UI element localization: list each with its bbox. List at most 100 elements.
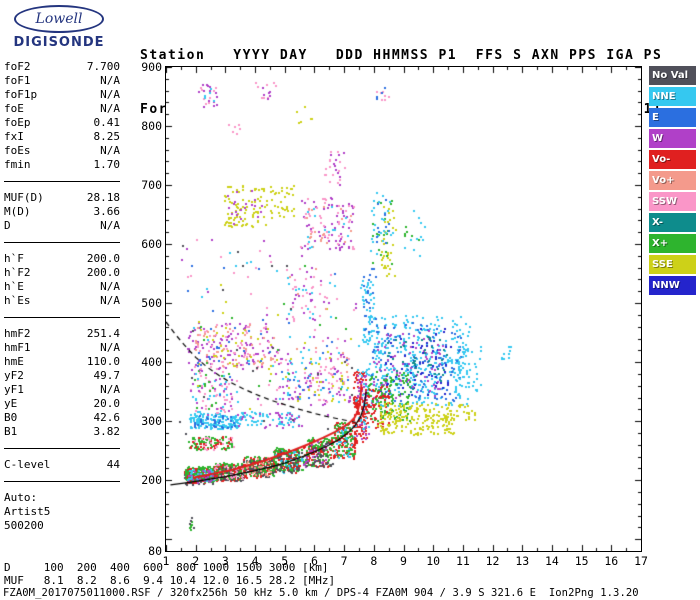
legend-item-SSW: SSW xyxy=(649,192,696,211)
param-row: B1 3.82 xyxy=(4,425,120,439)
param-value: 3.82 xyxy=(93,425,121,438)
x-tick-label: 17 xyxy=(634,554,648,568)
x-tick-label: 6 xyxy=(310,554,318,568)
param-value: N/A xyxy=(100,102,120,115)
param-value: N/A xyxy=(100,294,120,307)
ionogram-plot-area xyxy=(165,66,642,552)
legend-item-SSE: SSE xyxy=(649,255,696,274)
param-row: Artist5 xyxy=(4,505,120,519)
param-value: N/A xyxy=(100,219,120,232)
x-tick-label: 8 xyxy=(370,554,378,568)
x-tick-label: 11 xyxy=(455,554,470,568)
param-label: foEp xyxy=(4,116,31,129)
param-label: Artist5 xyxy=(4,505,51,518)
param-row: yF1 N/A xyxy=(4,383,120,397)
param-value: 0.41 xyxy=(93,116,121,129)
param-row: fmin 1.70 xyxy=(4,158,120,172)
param-label: fxI xyxy=(4,130,24,143)
legend-item-X+: X+ xyxy=(649,234,696,253)
param-row: MUF(D) 28.18 xyxy=(4,191,120,205)
param-value: 200.0 xyxy=(86,252,120,265)
param-value: 200.0 xyxy=(86,266,120,279)
param-value: 7.700 xyxy=(86,60,120,73)
param-row: h`F 200.0 xyxy=(4,252,120,266)
param-row: foE N/A xyxy=(4,102,120,116)
param-row: hmF1 N/A xyxy=(4,341,120,355)
param-row: h`E N/A xyxy=(4,280,120,294)
x-tick-label: 10 xyxy=(426,554,441,568)
param-row: foF2 7.700 xyxy=(4,60,120,74)
x-tick-label: 2 xyxy=(192,554,200,568)
x-tick-label: 4 xyxy=(251,554,259,568)
x-tick-label: 7 xyxy=(340,554,348,568)
param-row: 500200 xyxy=(4,519,120,533)
param-value: 49.7 xyxy=(93,369,121,382)
param-label: B0 xyxy=(4,411,18,424)
param-group-divider xyxy=(4,181,120,182)
param-value: 28.18 xyxy=(86,191,120,204)
param-label: MUF(D) xyxy=(4,191,44,204)
x-tick-label: 16 xyxy=(604,554,619,568)
param-label: foF1p xyxy=(4,88,38,101)
y-tick-label: 400 xyxy=(141,355,162,370)
param-label: yF2 xyxy=(4,369,24,382)
param-value: 1.70 xyxy=(93,158,121,171)
param-label: foF1 xyxy=(4,74,31,87)
param-row: yF2 49.7 xyxy=(4,369,120,383)
param-row: yE 20.0 xyxy=(4,397,120,411)
param-value: N/A xyxy=(100,144,120,157)
param-group-divider xyxy=(4,242,120,243)
y-tick-label: 700 xyxy=(141,178,162,193)
y-tick-label: 600 xyxy=(141,237,162,252)
param-value: 42.6 xyxy=(93,411,121,424)
param-value: 8.25 xyxy=(93,130,121,143)
param-label: h`E xyxy=(4,280,24,293)
param-label: foF2 xyxy=(4,60,31,73)
param-row: h`F2 200.0 xyxy=(4,266,120,280)
y-tick-label: 80 xyxy=(148,544,162,558)
param-label: foE xyxy=(4,102,24,115)
scaled-parameters-panel: foF2 7.700 foF1 N/A foF1p N/A foE N/A foEp 0.41 fx… xyxy=(4,60,120,533)
param-label: hmF2 xyxy=(4,327,31,340)
param-value: N/A xyxy=(100,74,120,87)
x-tick-label: 5 xyxy=(281,554,289,568)
x-tick-label: 13 xyxy=(515,554,530,568)
param-label: foEs xyxy=(4,144,31,157)
param-value: 44 xyxy=(106,458,120,471)
x-tick-label: 12 xyxy=(485,554,500,568)
y-tick-label: 800 xyxy=(141,119,162,134)
y-tick-label: 300 xyxy=(141,414,162,429)
legend-item-Vo-: Vo- xyxy=(649,150,696,169)
param-value: 3.66 xyxy=(93,205,121,218)
param-label: M(D) xyxy=(4,205,31,218)
param-row: h`Es N/A xyxy=(4,294,120,308)
d-muf-table: D 100 200 400 600 800 1000 1500 3000 [km… xyxy=(4,561,336,587)
y-tick-label: 500 xyxy=(141,296,162,311)
legend-item-NNW: NNW xyxy=(649,276,696,295)
param-row: foEs N/A xyxy=(4,144,120,158)
param-value: 20.0 xyxy=(93,397,121,410)
lowell-digisonde-logo: Lowell DIGISONDE xyxy=(6,5,112,50)
param-label: hmF1 xyxy=(4,341,31,354)
param-row: D N/A xyxy=(4,219,120,233)
param-row: hmF2 251.4 xyxy=(4,327,120,341)
legend-item-Vo+: Vo+ xyxy=(649,171,696,190)
x-tick-label: 1 xyxy=(162,554,170,568)
param-value: N/A xyxy=(100,88,120,101)
param-label: yF1 xyxy=(4,383,24,396)
param-label: yE xyxy=(4,397,18,410)
digisonde-wordmark: DIGISONDE xyxy=(13,35,105,50)
param-row: hmE 110.0 xyxy=(4,355,120,369)
x-tick-label: 14 xyxy=(545,554,559,568)
param-row: C-level 44 xyxy=(4,458,120,472)
x-tick-label: 9 xyxy=(400,554,407,568)
y-tick-label: 200 xyxy=(141,473,162,488)
param-row: foF1 N/A xyxy=(4,74,120,88)
param-value: 110.0 xyxy=(86,355,120,368)
param-group-divider xyxy=(4,448,120,449)
param-label: fmin xyxy=(4,158,31,171)
param-group-divider xyxy=(4,317,120,318)
x-tick-label: 15 xyxy=(574,554,589,568)
param-label: h`Es xyxy=(4,294,31,307)
param-row: M(D) 3.66 xyxy=(4,205,120,219)
